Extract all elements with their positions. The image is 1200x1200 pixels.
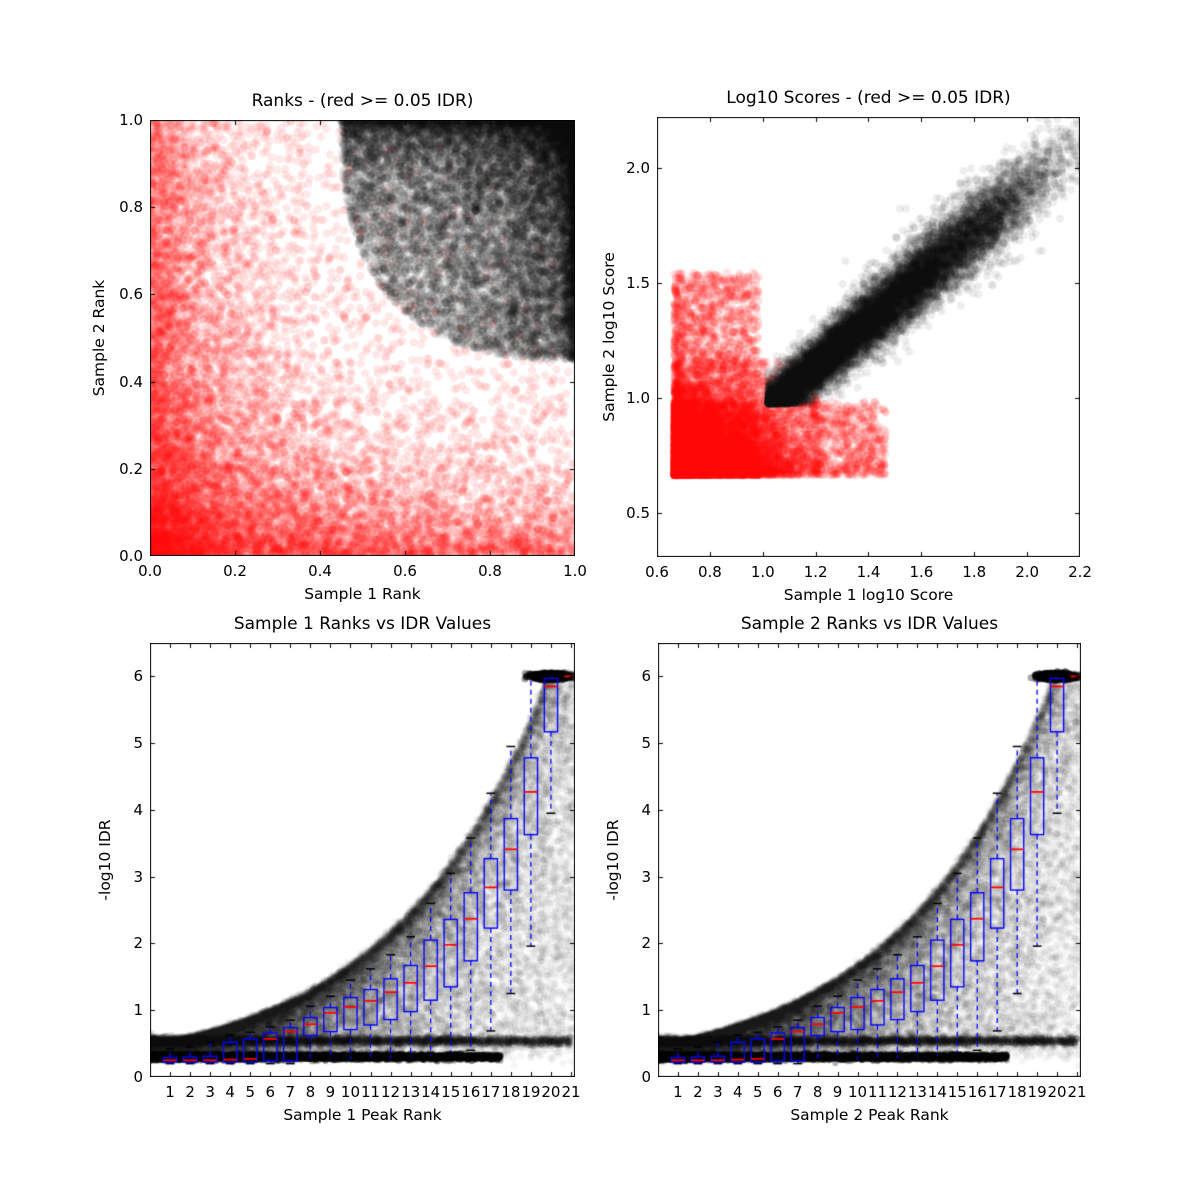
x-tick-label: 19	[521, 1083, 541, 1101]
ranks-plot-canvas	[150, 120, 575, 556]
x-tick-label: 15	[441, 1083, 461, 1101]
y-tick-label: 0.6	[119, 285, 143, 304]
sample1-idr-xaxis-label: Sample 1 Peak Rank	[283, 1106, 442, 1124]
sample2-idr-plot-canvas	[658, 643, 1081, 1077]
x-tick-label: 7	[285, 1083, 296, 1101]
x-tick-label: 3	[205, 1083, 215, 1101]
x-tick-label: 20	[1047, 1083, 1067, 1101]
x-tick-label: 1.6	[909, 563, 934, 581]
x-tick-label: 1.0	[750, 563, 775, 581]
y-tick-label: 0.0	[119, 547, 143, 565]
x-tick-label: 0.2	[223, 562, 247, 580]
x-tick-label: 1.2	[803, 563, 828, 581]
sample2-idr-yaxis-label: -log10 IDR	[604, 819, 622, 901]
x-tick-label: 4	[733, 1083, 743, 1101]
x-tick-label: 8	[812, 1083, 823, 1101]
x-tick-label: 1.4	[856, 563, 881, 581]
x-tick-label: 10	[340, 1083, 361, 1101]
y-tick-label: 5	[641, 734, 651, 753]
x-tick-label: 12	[381, 1083, 401, 1101]
scores-plot-canvas	[657, 117, 1080, 557]
ranks-xaxis-label: Sample 1 Rank	[304, 585, 421, 603]
x-tick-label: 21	[1067, 1083, 1087, 1101]
y-tick-label: 2	[133, 934, 143, 953]
x-tick-label: 12	[887, 1083, 907, 1101]
x-tick-label: 18	[501, 1083, 521, 1101]
y-tick-label: 0	[133, 1068, 143, 1086]
x-tick-label: 6	[265, 1083, 276, 1101]
y-tick-label: 0.8	[119, 198, 143, 217]
y-tick-label: 1	[133, 1001, 143, 1020]
sample2-idr-xaxis-label: Sample 2 Peak Rank	[790, 1106, 949, 1124]
y-tick-label: 3	[133, 867, 143, 886]
x-tick-label: 6	[772, 1083, 783, 1101]
y-tick-label: 2.0	[626, 158, 650, 177]
sample1-idr-plot-canvas	[150, 643, 575, 1077]
y-tick-label: 0	[641, 1068, 651, 1086]
x-tick-label: 1	[165, 1083, 175, 1101]
x-tick-label: 13	[401, 1083, 421, 1101]
x-tick-label: 3	[713, 1083, 723, 1101]
y-tick-label: 6	[641, 667, 651, 686]
x-tick-label: 16	[967, 1083, 987, 1101]
x-tick-label: 2.2	[1068, 563, 1092, 581]
y-tick-label: 0.2	[119, 459, 143, 478]
x-tick-label: 1.8	[962, 563, 987, 581]
x-tick-label: 9	[832, 1083, 843, 1101]
y-tick-label: 1.0	[626, 389, 650, 408]
x-tick-label: 0.6	[645, 563, 669, 581]
x-tick-label: 1	[673, 1083, 683, 1101]
y-tick-label: 0.5	[626, 504, 650, 523]
x-tick-label: 5	[245, 1083, 256, 1101]
y-tick-label: 3	[641, 867, 651, 886]
x-tick-label: 0.0	[138, 562, 162, 580]
y-tick-label: 4	[133, 800, 143, 819]
x-tick-label: 14	[927, 1083, 947, 1101]
y-tick-label: 4	[641, 800, 651, 819]
y-tick-label: 1.0	[119, 111, 143, 129]
x-tick-label: 2	[185, 1083, 195, 1101]
x-tick-label: 13	[907, 1083, 927, 1101]
x-tick-label: 7	[792, 1083, 803, 1101]
x-tick-label: 17	[481, 1083, 501, 1101]
y-tick-label: 1	[641, 1001, 651, 1020]
x-tick-label: 0.6	[393, 562, 417, 580]
sample1-idr-yaxis-label: -log10 IDR	[96, 819, 114, 901]
scores-plot-title: Log10 Scores - (red >= 0.05 IDR)	[726, 88, 1011, 108]
x-tick-label: 11	[867, 1083, 888, 1101]
y-tick-label: 1.5	[626, 273, 650, 292]
x-tick-label: 2.0	[1015, 563, 1040, 581]
x-tick-label: 19	[1027, 1083, 1047, 1101]
x-tick-label: 4	[225, 1083, 235, 1101]
x-tick-label: 15	[947, 1083, 967, 1101]
x-tick-label: 0.4	[308, 562, 332, 580]
x-tick-label: 9	[325, 1083, 336, 1101]
sample1-idr-plot-title: Sample 1 Ranks vs IDR Values	[233, 614, 492, 634]
sample2-idr-plot-title: Sample 2 Ranks vs IDR Values	[740, 614, 999, 634]
x-tick-label: 21	[561, 1083, 581, 1101]
x-tick-label: 11	[360, 1083, 381, 1101]
x-tick-label: 18	[1007, 1083, 1027, 1101]
scores-xaxis-label: Sample 1 log10 Score	[783, 586, 954, 604]
x-tick-label: 8	[305, 1083, 316, 1101]
x-tick-label: 10	[847, 1083, 868, 1101]
x-tick-label: 5	[752, 1083, 763, 1101]
x-tick-label: 2	[693, 1083, 703, 1101]
x-tick-label: 0.8	[697, 563, 722, 581]
y-tick-label: 2	[641, 934, 651, 953]
x-tick-label: 16	[461, 1083, 481, 1101]
ranks-plot-title: Ranks - (red >= 0.05 IDR)	[251, 91, 474, 111]
x-tick-label: 0.8	[478, 562, 502, 580]
x-tick-label: 17	[987, 1083, 1007, 1101]
y-tick-label: 6	[133, 667, 143, 686]
x-tick-label: 1.0	[563, 562, 587, 580]
x-tick-label: 20	[541, 1083, 561, 1101]
y-tick-label: 5	[133, 734, 143, 753]
x-tick-label: 14	[421, 1083, 441, 1101]
y-tick-label: 0.4	[119, 372, 143, 391]
